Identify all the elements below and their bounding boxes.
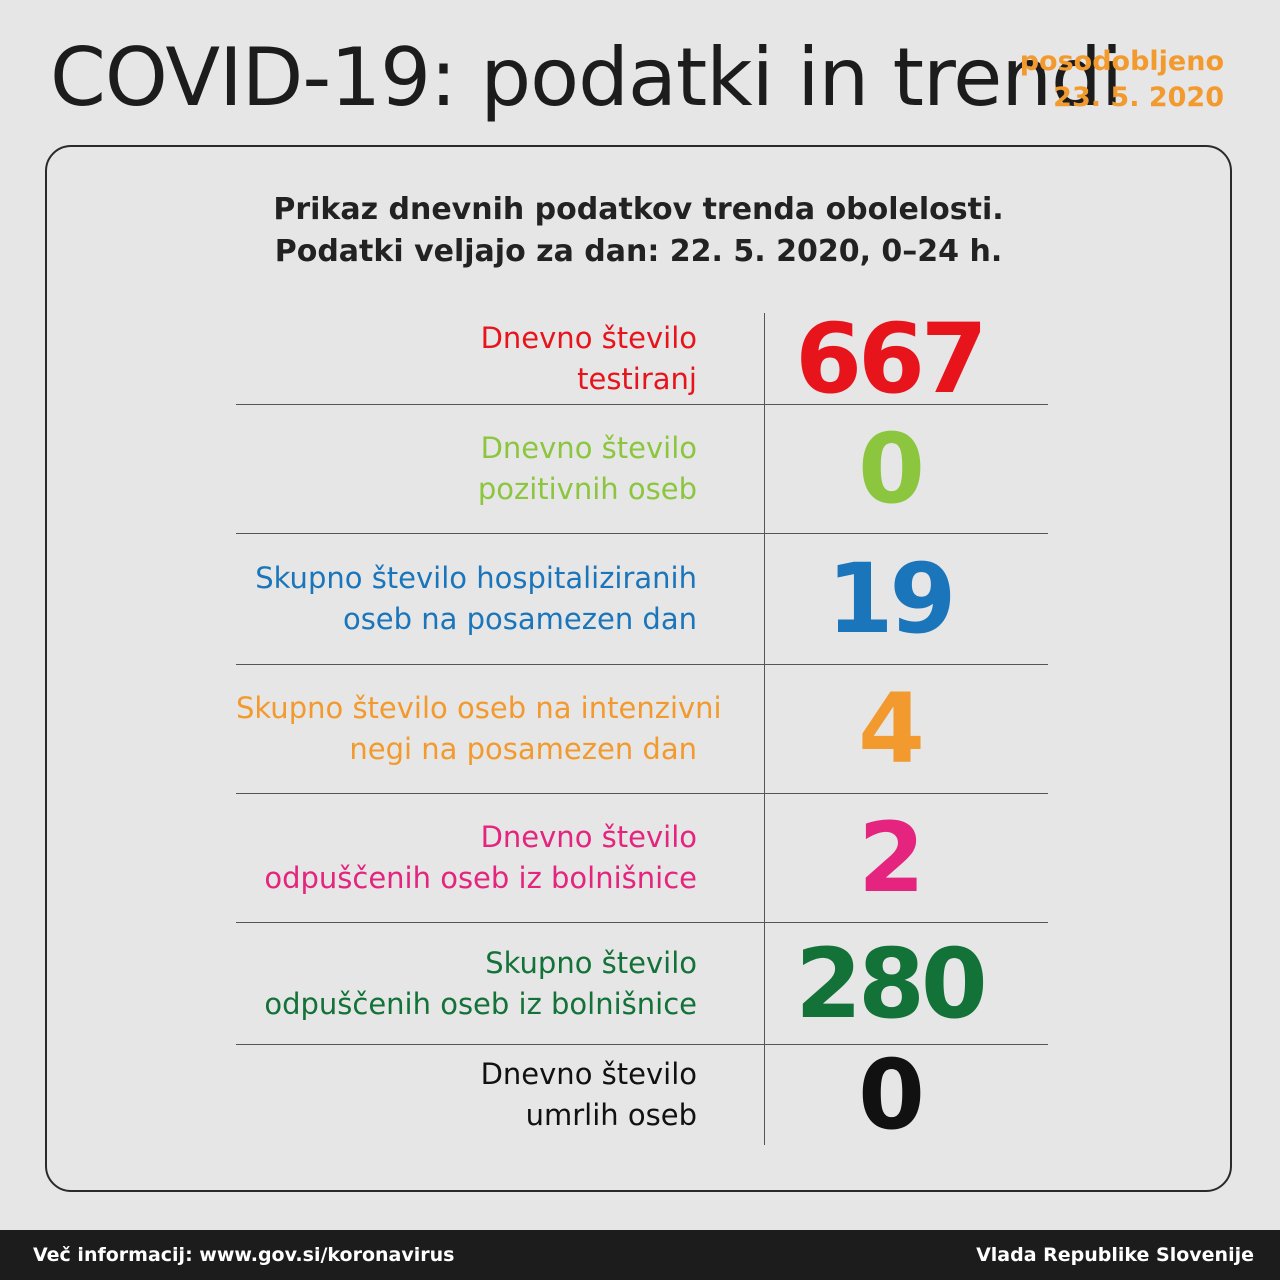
footer-organization: Vlada Republike Slovenije [976,1244,1254,1266]
stats-table: Dnevno število testiranj 667 Dnevno štev… [236,309,1048,1145]
stat-label: Dnevno število pozitivnih oseb [236,428,731,510]
column-divider [764,665,765,793]
column-divider [764,405,765,533]
stat-label-line-1: Dnevno število [480,320,697,355]
footer-info-link[interactable]: Več informacij: www.gov.si/koronavirus [33,1244,455,1266]
stat-label-line-1: Skupno število hospitaliziranih [255,561,697,595]
stat-label-line-2: testiranj [577,361,697,396]
subtitle-line-2: Podatki veljajo za dan: 22. 5. 2020, 0–2… [274,234,1003,269]
stat-row-daily-tests: Dnevno število testiranj 667 [236,309,1048,409]
stat-label-line-1: Dnevno število [480,1057,697,1091]
column-divider [764,313,765,404]
stat-row-daily-positive: Dnevno število pozitivnih oseb 0 [236,405,1048,534]
stat-label-line-1: Skupno število oseb na intenzivni [236,691,722,725]
stat-row-intensive-care: Skupno število oseb na intenzivni negi n… [236,665,1048,794]
stat-value: 2 [858,802,925,914]
stats-card: Prikaz dnevnih podatkov trenda obolelost… [45,145,1232,1192]
subtitle-line-1: Prikaz dnevnih podatkov trenda obolelost… [273,192,1004,227]
stat-label-line-1: Skupno število [485,945,697,980]
column-divider [764,923,765,1044]
stat-label: Skupno število odpuščenih oseb iz bolniš… [236,943,731,1025]
stat-value: 280 [795,927,987,1040]
updated-label: posodobljeno [1019,46,1224,77]
page-title: COVID-19: podatki in trendi [50,31,1123,124]
stat-row-daily-deaths: Dnevno število umrlih oseb 0 [236,1045,1048,1145]
footer-bar: Več informacij: www.gov.si/koronavirus V… [0,1230,1280,1280]
card-subtitle: Prikaz dnevnih podatkov trenda obolelost… [47,189,1230,273]
stat-label-line-2: odpuščenih oseb iz bolnišnice [264,986,697,1021]
updated-date: 23. 5. 2020 [1053,82,1224,113]
stat-label-line-2: umrlih oseb [525,1098,697,1132]
stat-label: Dnevno število umrlih oseb [236,1054,731,1136]
stat-value: 19 [826,543,957,655]
stat-value: 4 [858,673,925,785]
updated-info: posodobljeno 23. 5. 2020 [1020,44,1224,116]
stat-label: Skupno število hospitaliziranih oseb na … [236,558,731,640]
stat-row-total-discharged: Skupno število odpuščenih oseb iz bolniš… [236,923,1048,1045]
stat-row-daily-discharged: Dnevno število odpuščenih oseb iz bolniš… [236,794,1048,923]
stat-label: Skupno število oseb na intenzivni negi n… [236,688,731,770]
stat-label-line-2: odpuščenih oseb iz bolnišnice [264,861,697,895]
stat-label: Dnevno število testiranj [236,318,731,400]
stat-value: 0 [858,413,925,525]
column-divider [764,1045,765,1145]
stat-label-line-1: Dnevno število [480,431,697,465]
column-divider [764,794,765,922]
column-divider [764,534,765,664]
stat-value: 667 [795,302,987,415]
stat-label-line-2: negi na posamezen dan [349,732,697,766]
stat-label-line-2: oseb na posamezen dan [342,602,697,636]
stat-label-line-1: Dnevno število [480,820,697,854]
stat-value: 0 [858,1039,925,1151]
stat-row-hospitalized: Skupno število hospitaliziranih oseb na … [236,534,1048,665]
stat-label: Dnevno število odpuščenih oseb iz bolniš… [236,817,731,899]
stat-label-line-2: pozitivnih oseb [477,472,697,506]
